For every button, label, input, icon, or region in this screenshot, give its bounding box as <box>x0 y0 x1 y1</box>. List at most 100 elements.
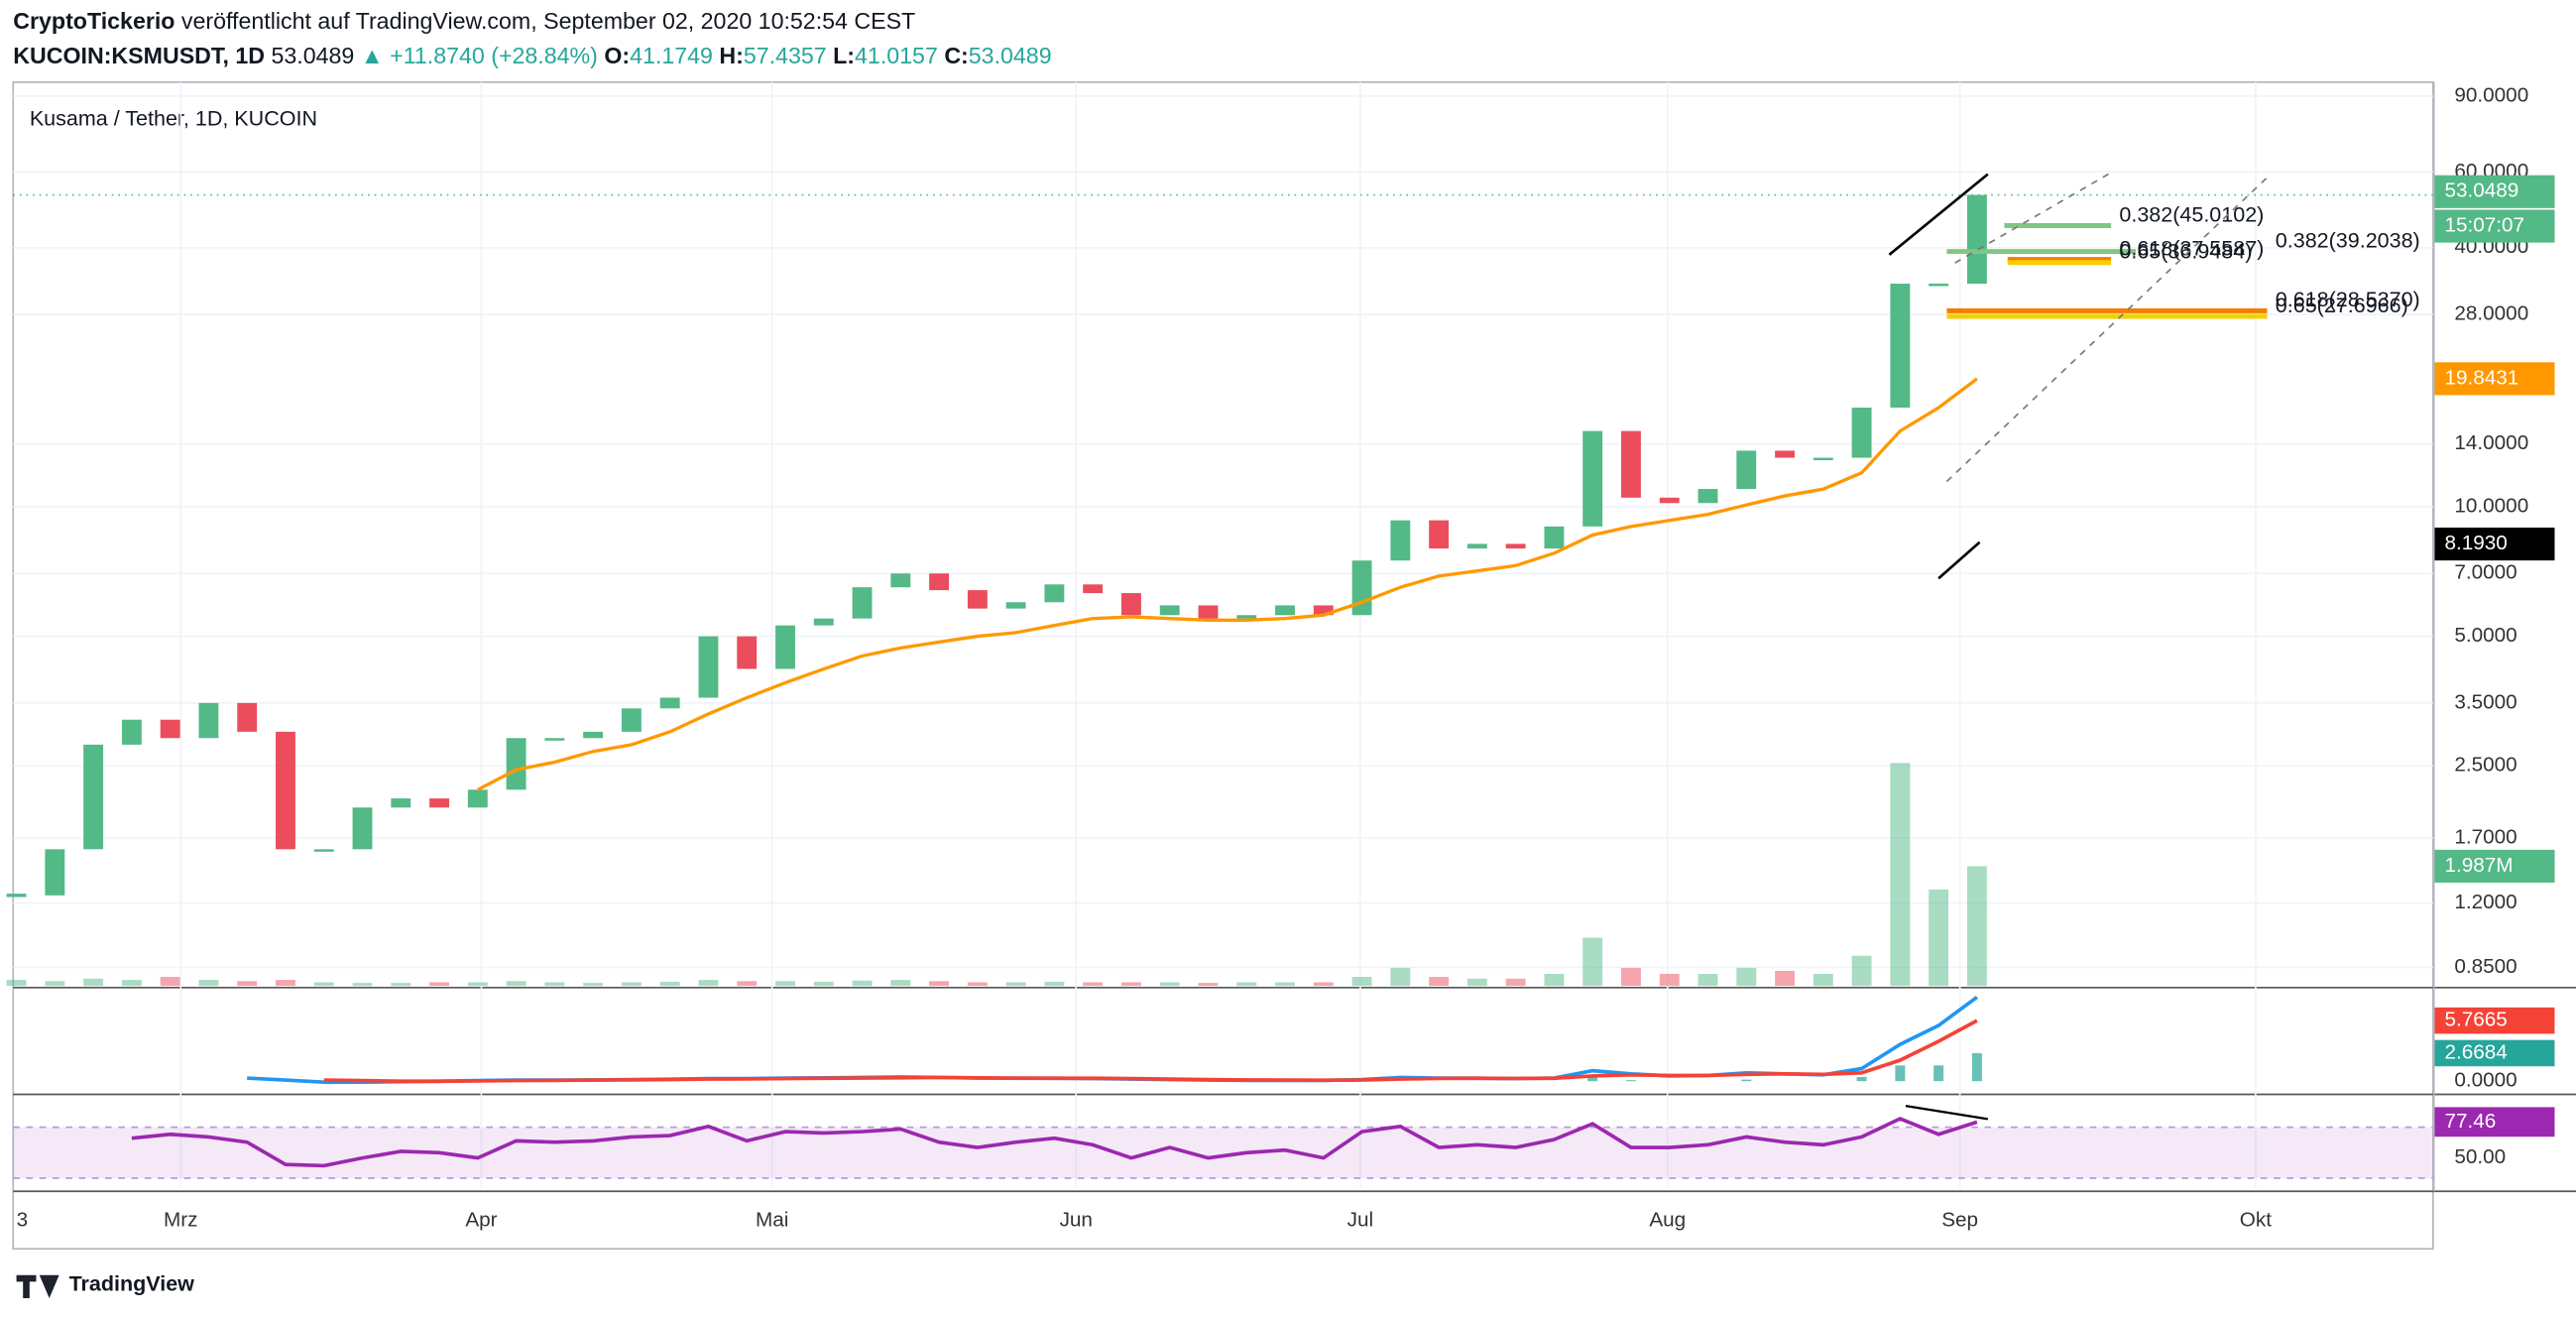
volume-tag-bg <box>2434 849 2555 883</box>
candle <box>1275 605 1295 616</box>
candle <box>198 702 219 739</box>
volume-bar <box>1198 983 1219 987</box>
candle <box>852 587 873 619</box>
header-line: CryptoTickerio veröffentlicht auf Tradin… <box>13 8 915 34</box>
volume-bar <box>852 980 873 987</box>
volume-bar <box>698 980 719 987</box>
y-tick-label: 1.2000 <box>2454 891 2517 913</box>
y-tick-label: 3.5000 <box>2454 690 2517 713</box>
candle <box>1929 284 1949 287</box>
volume-bar <box>429 982 449 987</box>
candle <box>1621 430 1641 498</box>
volume-bar <box>6 980 27 987</box>
histogram-tag: 2.6684 <box>2444 1040 2507 1063</box>
candle <box>506 738 527 790</box>
candle <box>967 590 988 609</box>
volume-bar <box>506 981 527 987</box>
volume-bar <box>313 982 334 987</box>
axis-panel-edge <box>2432 81 2435 1192</box>
rsi-trend-line <box>1905 1104 1989 1121</box>
candle <box>276 731 295 850</box>
y-tick-label: 28.0000 <box>2454 301 2528 324</box>
candle <box>1736 450 1757 490</box>
candle <box>544 738 565 741</box>
volume-bar <box>1429 977 1450 987</box>
candle <box>352 807 373 850</box>
macd-histogram <box>1933 1065 1944 1082</box>
volume-bar <box>1966 866 1987 987</box>
logo <box>16 1274 59 1298</box>
rsi-band <box>13 1127 2433 1178</box>
volume-bar <box>121 980 142 987</box>
candle <box>1390 520 1411 561</box>
channel-line <box>1954 172 2112 264</box>
volume-bar <box>1775 970 1795 987</box>
fib-label: 0.65(36.9484) <box>2119 239 2252 263</box>
candle <box>467 789 488 808</box>
ohlc-value: 57.4357 <box>744 43 827 68</box>
volume-bar <box>1813 973 1833 987</box>
moving-average <box>477 377 1978 791</box>
candle <box>237 702 258 732</box>
chart-title: Kusama / Tether, 1D, KUCOIN <box>30 107 317 131</box>
marker-tag-bg <box>2434 527 2555 561</box>
x-tick-label: Apr <box>465 1209 497 1232</box>
volume-bar <box>929 981 950 987</box>
fib-label: 0.382(39.2038) <box>2276 228 2420 252</box>
candle <box>659 697 680 709</box>
published: veröffentlicht auf TradingView.com, Sept… <box>181 8 915 34</box>
volume-bar <box>1851 955 1872 987</box>
volume-bar <box>237 981 258 987</box>
candle <box>1582 430 1603 527</box>
candle <box>45 849 65 896</box>
ohlc-label: O: <box>604 43 630 68</box>
y-tick-label: 10.0000 <box>2454 494 2528 517</box>
candle <box>1659 497 1680 504</box>
candle <box>313 849 334 852</box>
candle <box>1851 408 1872 458</box>
candle <box>813 618 834 626</box>
signal-tag: 5.7665 <box>2444 1009 2507 1031</box>
volume-bar <box>775 981 795 987</box>
rsi-tag-bg <box>2434 1107 2555 1138</box>
marker-tag: 8.1930 <box>2444 532 2507 554</box>
volume-bar <box>1390 967 1411 987</box>
volume-bar <box>890 980 911 987</box>
y-tick-label: 0.0000 <box>2454 1069 2517 1092</box>
fib-label: 0.618(28.5370) <box>2276 288 2420 311</box>
volume-bar <box>276 980 295 987</box>
volume-bar <box>813 981 834 987</box>
volume-bar <box>659 981 680 987</box>
candle <box>621 708 642 732</box>
candle <box>1698 489 1718 504</box>
volume-bar <box>45 981 65 987</box>
rsi-tag: 77.46 <box>2444 1110 2496 1133</box>
ohlc-value: 41.0157 <box>855 43 938 68</box>
volume-bar <box>1582 937 1603 987</box>
ohlc-value: 53.0489 <box>969 43 1052 68</box>
macd-histogram <box>1971 1052 1982 1082</box>
volume-bar <box>1890 763 1911 987</box>
candle <box>1966 194 1987 285</box>
volume-bar <box>1736 967 1757 987</box>
x-tick-label: Sep <box>1941 1209 1978 1232</box>
candle <box>1890 284 1911 409</box>
candle <box>775 625 795 669</box>
candle <box>429 798 449 808</box>
candle <box>1044 584 1065 603</box>
x-tick-label: Mrz <box>164 1209 198 1232</box>
candle <box>1813 457 1833 461</box>
y-tick-label: 90.0000 <box>2454 83 2528 106</box>
fib-label: 0.65(27.6966) <box>2276 294 2408 317</box>
volume-bar <box>1351 977 1372 987</box>
volume-bar <box>1275 982 1295 987</box>
x-tick-label: Aug <box>1649 1209 1686 1232</box>
y-tick-label: 7.0000 <box>2454 561 2517 584</box>
macd-histogram <box>1587 1075 1598 1082</box>
y-tick-label: 5.0000 <box>2454 624 2517 647</box>
volume-bar <box>1005 982 1026 987</box>
candle <box>1159 605 1180 616</box>
signal-tag-bg <box>2434 1007 2555 1034</box>
trend-line <box>1888 173 1989 256</box>
